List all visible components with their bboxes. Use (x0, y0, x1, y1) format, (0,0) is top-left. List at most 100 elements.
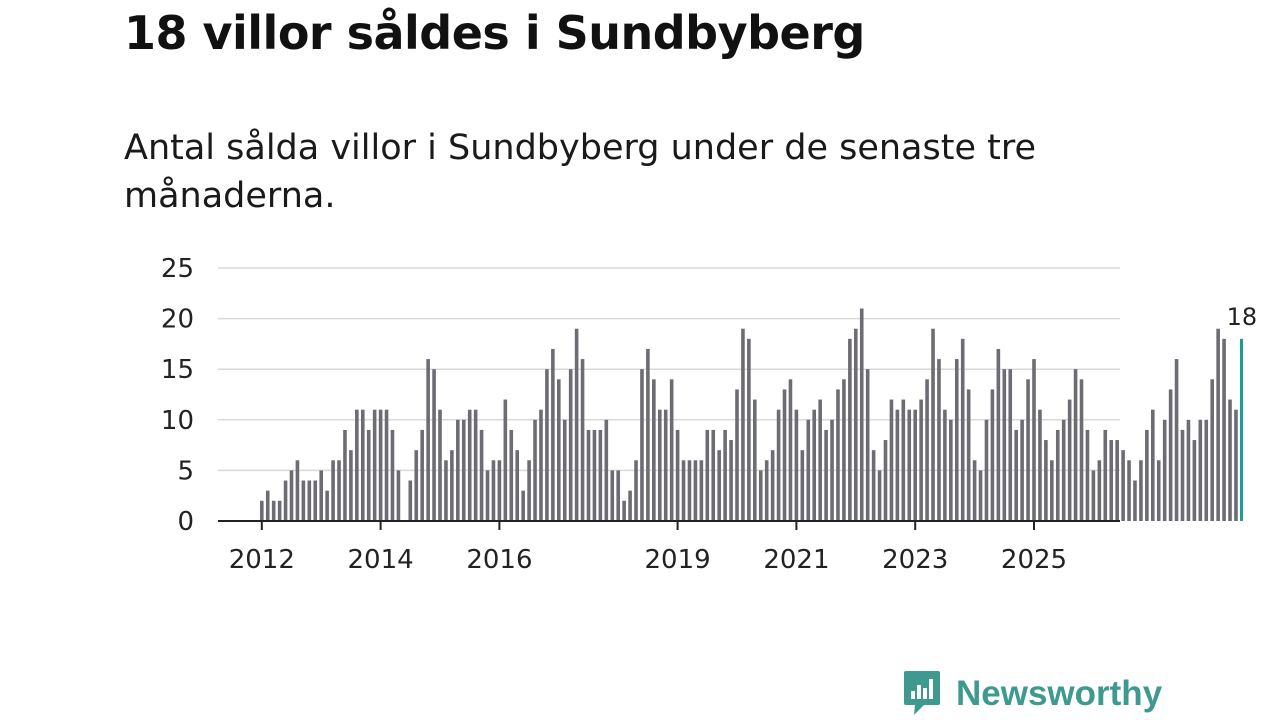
bar (634, 460, 638, 521)
bar (806, 419, 811, 521)
bar (966, 389, 971, 521)
x-tick-label: 2025 (1001, 545, 1067, 575)
bar (687, 460, 692, 521)
bar (616, 470, 620, 521)
chart-title: 18 villor såldes i Sundbyberg (124, 6, 865, 60)
bar (782, 389, 787, 521)
bar (378, 409, 383, 521)
bar (301, 480, 306, 521)
bar (586, 429, 591, 521)
bar (1002, 369, 1007, 521)
bar (723, 429, 727, 521)
bar (521, 490, 525, 521)
bar (331, 460, 335, 521)
bar (657, 409, 662, 521)
bar (1026, 379, 1030, 521)
bar (848, 338, 852, 521)
bar (1097, 460, 1102, 521)
bar (818, 399, 822, 521)
chart-subtitle: Antal sålda villor i Sundbyberg under de… (124, 128, 1036, 216)
bar (1222, 338, 1226, 521)
bar (1192, 440, 1197, 521)
bar (753, 399, 757, 521)
bar (271, 500, 276, 521)
bar (360, 409, 365, 521)
bar (349, 450, 353, 521)
bar (598, 429, 603, 521)
bar (836, 389, 840, 521)
y-tick-label: 25 (161, 254, 194, 284)
bar (764, 460, 769, 521)
bar (877, 470, 882, 521)
bar (1091, 470, 1096, 521)
bar (1156, 460, 1161, 521)
bar (551, 348, 555, 521)
bar (467, 409, 472, 521)
bar (604, 419, 609, 521)
bar (1234, 409, 1238, 521)
highlight-value-label: 18 (1227, 303, 1258, 331)
bar (568, 369, 573, 521)
bar (1085, 429, 1090, 521)
bar (592, 429, 597, 521)
x-axis-labels: 2012 2014 2016 2019 2021 2023 2025 (229, 545, 1067, 575)
bar (1133, 480, 1137, 521)
bar (729, 440, 733, 521)
bar (711, 429, 716, 521)
bar (996, 348, 1001, 521)
bar (1073, 369, 1078, 521)
bar (450, 450, 454, 521)
bar (343, 429, 347, 521)
bar (366, 429, 371, 521)
bar (1109, 440, 1114, 521)
bar (663, 409, 668, 521)
bar (444, 460, 448, 521)
bar (384, 409, 389, 521)
bar (717, 450, 721, 521)
bar (937, 359, 941, 521)
bar (295, 460, 300, 521)
bar (1055, 429, 1060, 521)
bar (473, 409, 478, 521)
bar (456, 419, 460, 521)
bar (283, 480, 288, 521)
bar (325, 490, 329, 521)
bar (574, 328, 579, 521)
highlight-annotation: 18 (1227, 303, 1258, 331)
bar (545, 369, 549, 521)
bar (960, 338, 965, 521)
bar (788, 379, 793, 521)
x-tick-label: 2012 (229, 545, 295, 575)
bar (943, 409, 947, 521)
y-tick-label: 5 (177, 456, 194, 486)
bar (390, 429, 395, 521)
y-tick-label: 20 (161, 305, 194, 335)
bar (610, 470, 615, 521)
bar (1174, 359, 1179, 521)
bar (479, 429, 484, 521)
bar (1216, 328, 1220, 521)
y-tick-label: 10 (161, 406, 194, 436)
bar (978, 470, 983, 521)
bar (770, 450, 775, 521)
bar (972, 460, 977, 521)
bar (1050, 460, 1054, 521)
x-tick-label: 2023 (882, 545, 948, 575)
bar (842, 379, 846, 521)
bar (883, 440, 888, 521)
bar (557, 379, 561, 521)
bar-chart-speech-bubble-icon (904, 671, 940, 715)
x-axis (218, 520, 1120, 530)
bar (1103, 429, 1108, 521)
bar (1210, 379, 1214, 521)
bar (1127, 460, 1131, 521)
bar (1168, 389, 1173, 521)
bar (1079, 379, 1084, 521)
bar (859, 308, 864, 521)
bar (1198, 419, 1203, 521)
bar (830, 419, 834, 521)
bar (794, 409, 799, 521)
bar (319, 470, 323, 521)
bar (675, 429, 680, 521)
bar (758, 470, 763, 521)
